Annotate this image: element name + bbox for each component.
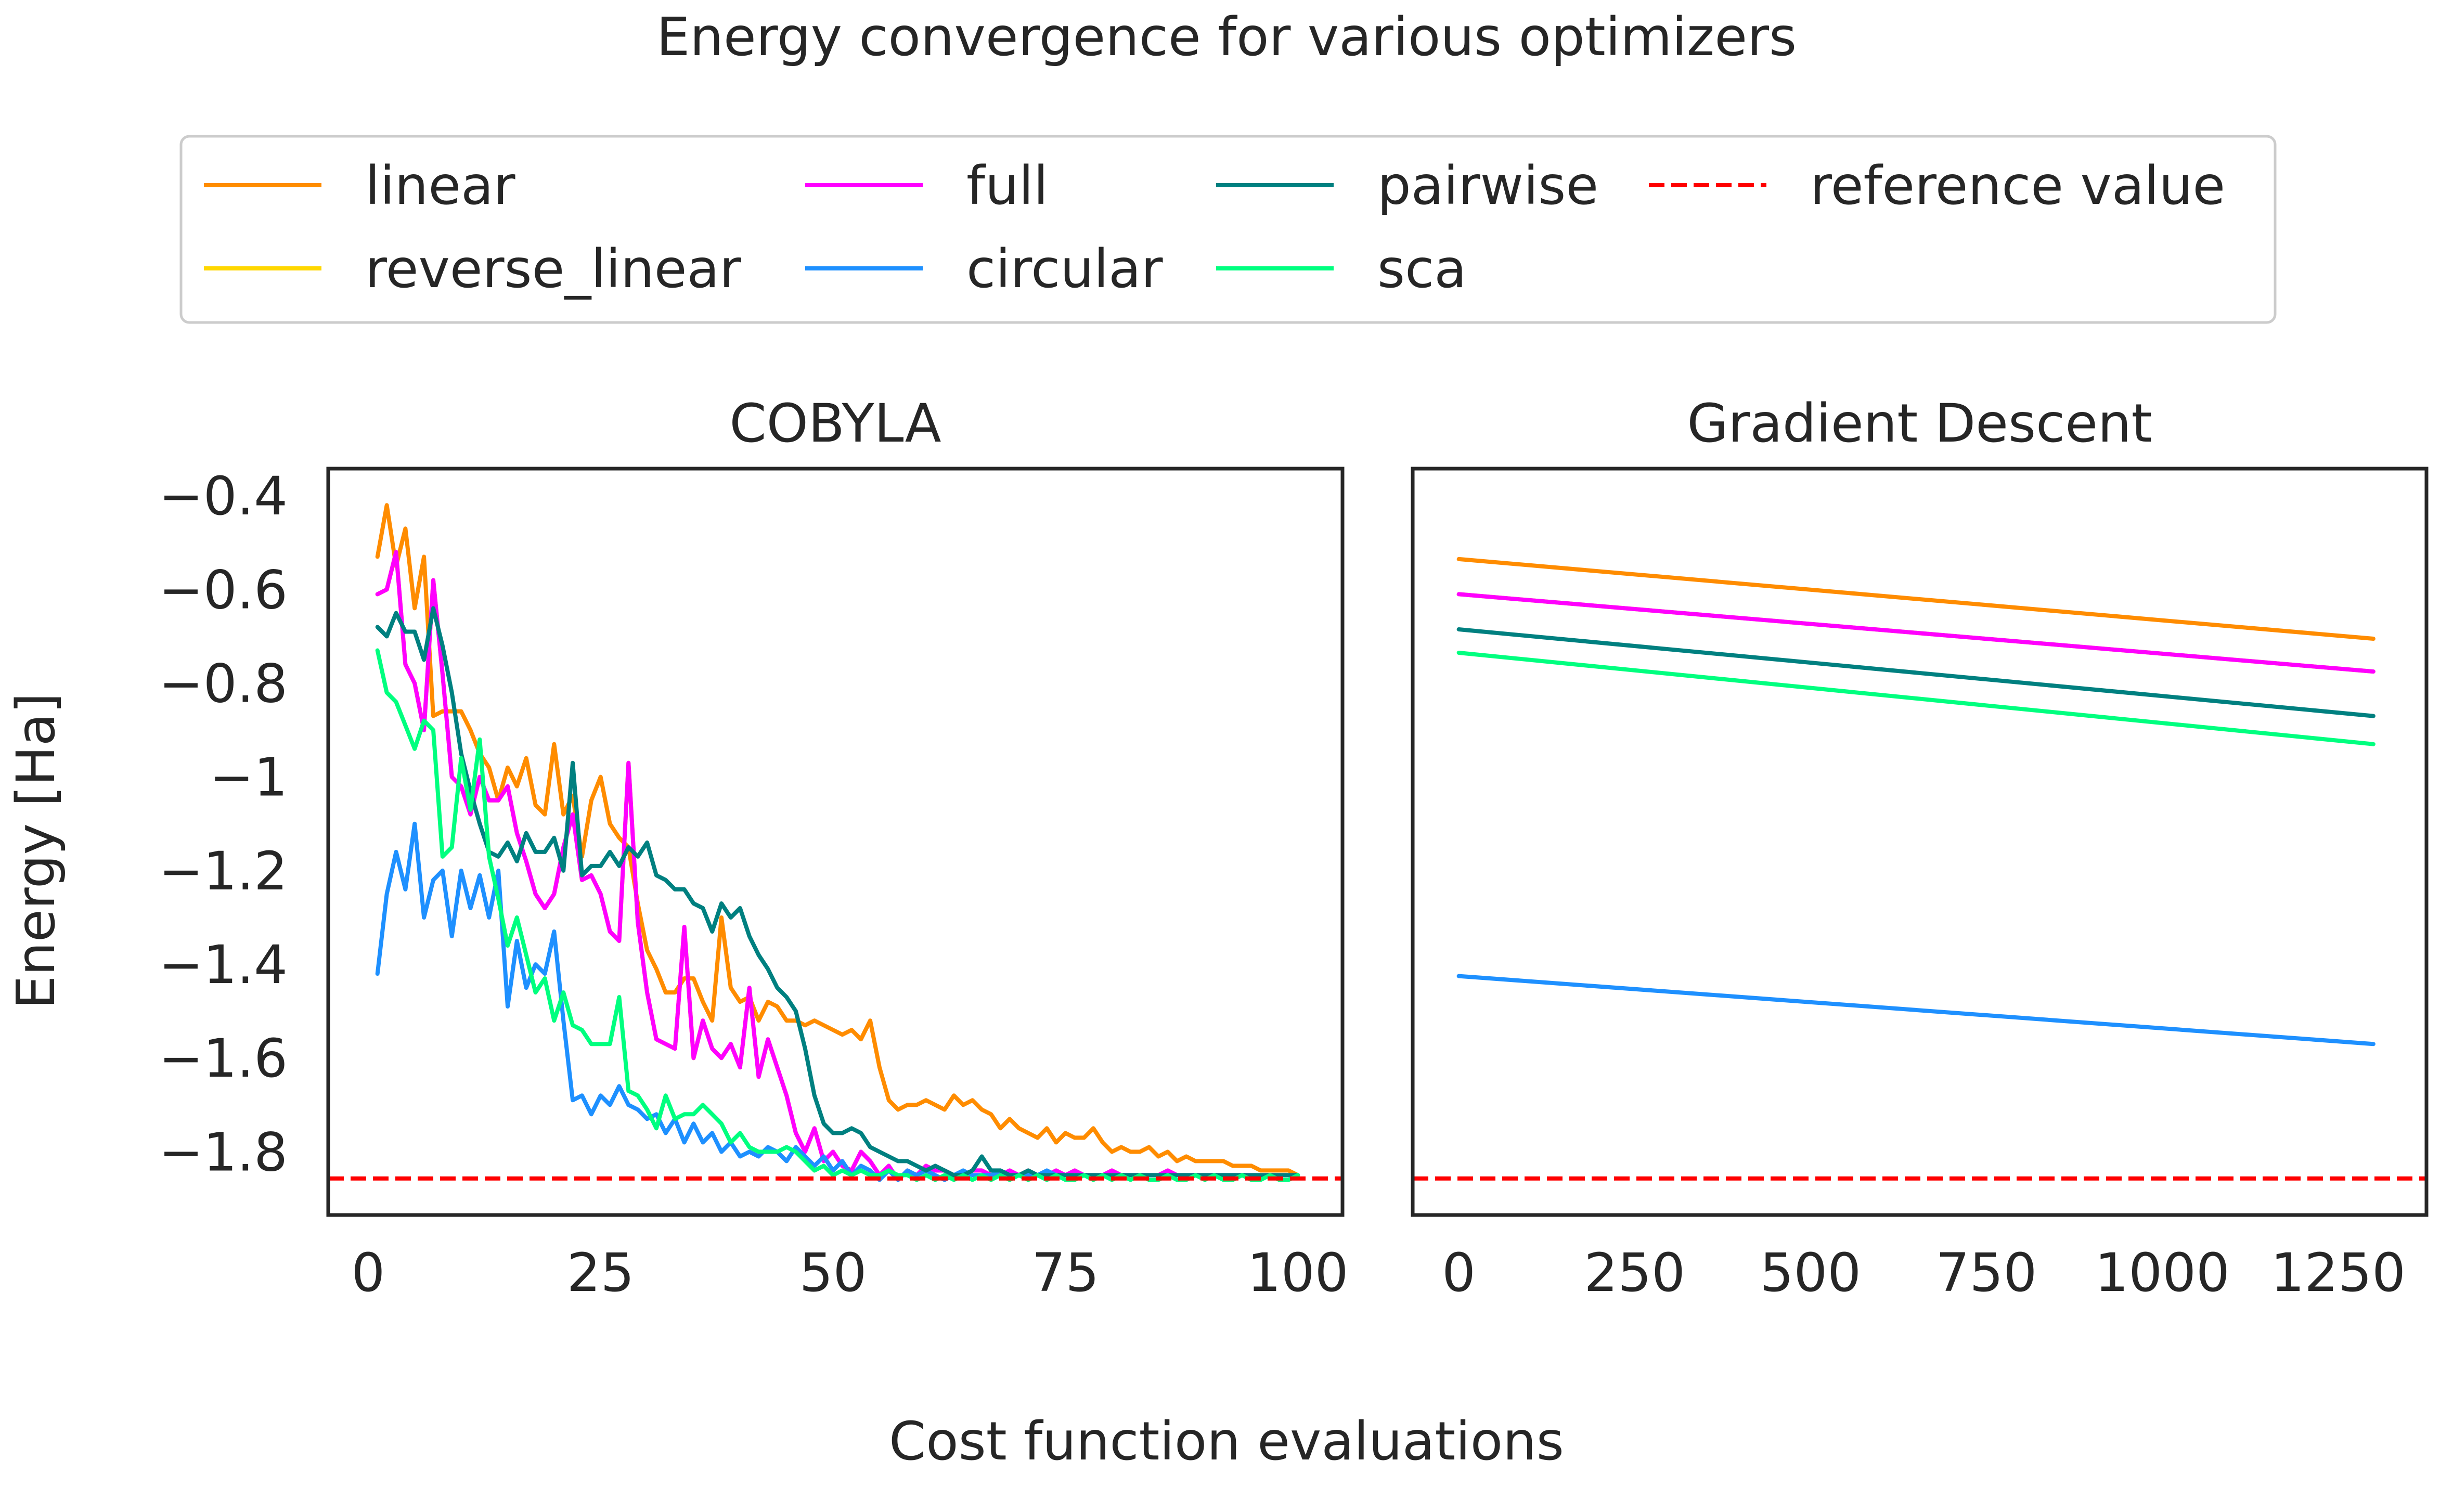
cobyla-subplot: COBYLA 0 25 50 75 100 −1.8 −1.6 −1.4 −1.2 −1 −0.8 −0…	[159, 393, 1348, 1304]
x-tick-label: 0	[351, 1242, 385, 1304]
y-tick-label: −1.4	[159, 934, 288, 996]
legend-label: linear	[365, 155, 515, 217]
x-tick-label: 0	[1442, 1242, 1476, 1304]
x-tick-label: 75	[1031, 1242, 1099, 1304]
series-line-circular	[375, 821, 1300, 1182]
axes-frame	[1411, 467, 2429, 1217]
series-line-full	[375, 550, 1300, 1182]
x-tick-label: 250	[1584, 1242, 1685, 1304]
x-tick-label: 50	[799, 1242, 867, 1304]
legend-frame	[179, 135, 2277, 324]
legend-item-linear: linear	[204, 155, 515, 217]
legend-item-reference-value: reference value	[1649, 155, 2225, 217]
legend-item-circular: circular	[805, 238, 1163, 300]
subplot-title: Gradient Descent	[1687, 393, 2152, 455]
x-tick-label: 1000	[2095, 1242, 2230, 1304]
y-tick-label: −1.2	[159, 841, 288, 902]
x-tick-label: 500	[1760, 1242, 1862, 1304]
y-tick-label: −0.6	[159, 559, 288, 621]
y-tick-label: −1	[210, 747, 288, 809]
series-line-full	[1456, 592, 2375, 674]
gradient-descent-subplot: Gradient Descent 0 250 500 750 1000 1250	[1411, 393, 2429, 1304]
x-tick-label: 1250	[2270, 1242, 2406, 1304]
series-line-circular	[1456, 974, 2375, 1046]
legend-label: sca	[1377, 238, 1467, 300]
series-line-pairwise	[1456, 627, 2375, 718]
series-lines	[1413, 557, 2426, 1181]
legend-item-full: full	[805, 155, 1048, 217]
series-line-reverse-linear	[375, 550, 1300, 1182]
series-lines	[328, 503, 1342, 1182]
y-tick-label: −1.8	[159, 1121, 288, 1183]
series-line-linear	[1456, 557, 2375, 641]
y-axis-label: Energy [Ha]	[5, 693, 67, 1009]
subplot-title: COBYLA	[729, 393, 941, 455]
legend-item-pairwise: pairwise	[1216, 155, 1598, 217]
legend-label: full	[966, 155, 1048, 217]
x-axis-label: Cost function evaluations	[889, 1411, 1564, 1472]
legend-label: reverse_linear	[365, 238, 741, 300]
figure-suptitle: Energy convergence for various optimizer…	[656, 6, 1797, 68]
axes-frame	[326, 467, 1345, 1217]
legend-item-reverse-linear: reverse_linear	[204, 238, 741, 300]
x-tick-label: 100	[1247, 1242, 1349, 1304]
x-tick-label: 25	[567, 1242, 635, 1304]
legend-label: reference value	[1810, 155, 2225, 217]
y-tick-label: −0.8	[159, 653, 288, 715]
series-line-sca	[1456, 651, 2375, 746]
y-tick-label: −1.6	[159, 1028, 288, 1090]
series-line-pairwise	[375, 606, 1300, 1178]
x-tick-label: 750	[1936, 1242, 2037, 1304]
legend-label: circular	[966, 238, 1163, 300]
legend-item-sca: sca	[1216, 238, 1467, 300]
legend-label: pairwise	[1377, 155, 1598, 217]
y-tick-label: −0.4	[159, 466, 288, 527]
series-line-linear	[375, 503, 1300, 1178]
series-line-sca	[375, 648, 1300, 1182]
legend: linear reverse_linear full circular pairwise…	[179, 135, 2277, 324]
